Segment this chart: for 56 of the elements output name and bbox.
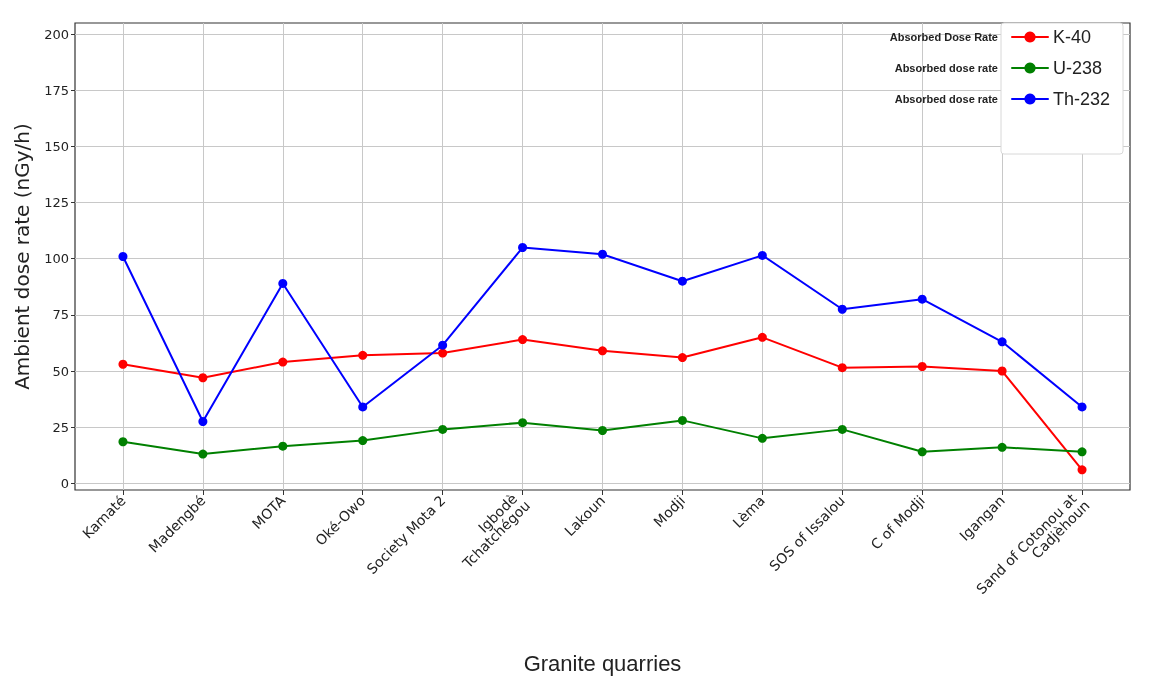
point bbox=[438, 348, 448, 358]
point bbox=[837, 363, 847, 373]
legend-label: Th-232 bbox=[1053, 89, 1111, 109]
point bbox=[757, 332, 767, 342]
y-tick-label: 0 bbox=[60, 475, 69, 491]
annotation: Absorbed dose rate bbox=[894, 93, 998, 105]
point bbox=[518, 335, 528, 345]
legend-label: U-238 bbox=[1053, 58, 1103, 78]
point bbox=[917, 294, 927, 304]
y-tick-label: 25 bbox=[52, 419, 69, 435]
point bbox=[837, 304, 847, 314]
point bbox=[518, 418, 528, 428]
point bbox=[997, 366, 1007, 376]
point bbox=[677, 415, 687, 425]
y-tick-label: 100 bbox=[44, 251, 69, 267]
point bbox=[118, 359, 128, 369]
point bbox=[278, 441, 288, 451]
point bbox=[757, 433, 767, 443]
point bbox=[118, 252, 128, 261]
point bbox=[518, 243, 528, 253]
point bbox=[677, 353, 687, 363]
point bbox=[917, 447, 927, 457]
point bbox=[1077, 465, 1087, 475]
point bbox=[438, 424, 448, 434]
point bbox=[598, 346, 607, 356]
y-tick-label: 75 bbox=[52, 307, 69, 323]
point bbox=[198, 449, 208, 459]
y-tick-label: 200 bbox=[44, 26, 69, 42]
point bbox=[358, 402, 368, 412]
point bbox=[917, 362, 927, 372]
annotation: Absorbed Dose Rate bbox=[889, 31, 998, 43]
point bbox=[198, 373, 208, 383]
point bbox=[1077, 402, 1087, 412]
legend-label: K-40 bbox=[1053, 27, 1092, 47]
point bbox=[997, 337, 1007, 347]
point bbox=[1077, 447, 1087, 457]
point bbox=[677, 276, 687, 286]
point bbox=[358, 350, 368, 360]
point bbox=[198, 417, 208, 427]
x-axis-title: Granite quarries bbox=[523, 650, 682, 676]
point bbox=[598, 426, 607, 435]
y-tick-label: 125 bbox=[44, 195, 69, 211]
y-axis-title: Ambient dose rate (nGy/h) bbox=[10, 123, 34, 390]
point bbox=[598, 249, 607, 259]
point bbox=[757, 250, 767, 260]
point bbox=[358, 436, 368, 446]
y-tick-label: 50 bbox=[52, 363, 69, 379]
point bbox=[438, 340, 448, 350]
point bbox=[837, 424, 847, 434]
point bbox=[278, 278, 288, 288]
point bbox=[997, 442, 1007, 452]
y-tick-label: 150 bbox=[44, 138, 69, 154]
annotation: Absorbed dose rate bbox=[894, 62, 998, 74]
point bbox=[118, 437, 128, 447]
point bbox=[278, 357, 288, 367]
y-tick-label: 175 bbox=[44, 82, 69, 98]
